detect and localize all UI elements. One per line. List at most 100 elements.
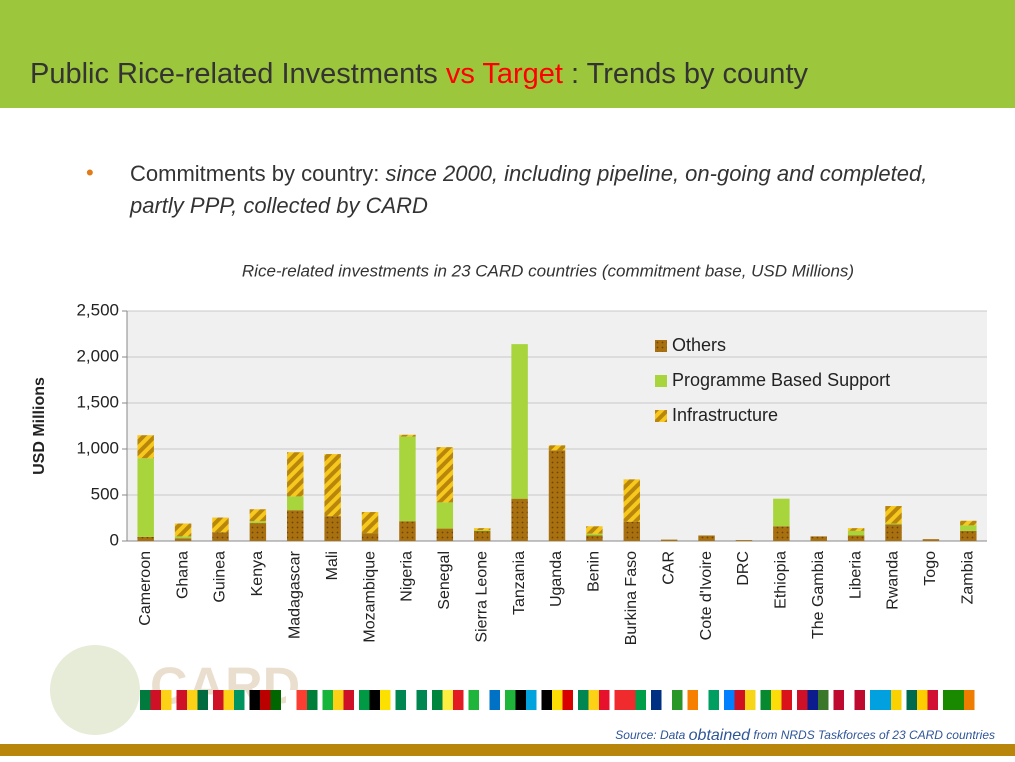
bar-segment [511, 498, 528, 541]
x-tick-label: Guinea [212, 551, 229, 603]
flag-stripe [661, 690, 672, 710]
flag-stripe [270, 690, 281, 710]
flag-stripe [880, 690, 891, 710]
bar-segment [810, 536, 827, 541]
bar-segment [436, 502, 454, 529]
bar-segment [885, 506, 902, 524]
flag-stripe [698, 690, 709, 710]
bar-segment [174, 523, 192, 537]
bar-segment [847, 530, 865, 536]
flag-stripe [176, 690, 187, 710]
bar-segment [847, 535, 865, 541]
flag-stripe [870, 690, 881, 710]
title-part: : Trends by county [562, 58, 808, 90]
y-axis-label: USD Millions [31, 377, 48, 475]
bar-segment [399, 434, 416, 437]
flag-stripe [489, 690, 500, 710]
source-part: obtained [689, 727, 751, 744]
flag-stripe [927, 690, 938, 710]
bar-segment [473, 528, 491, 530]
flag-stripe [781, 690, 792, 710]
x-tick-label: Nigeria [399, 551, 416, 602]
x-tick-label: Cameroon [137, 551, 154, 626]
flag-stripe [943, 690, 954, 710]
x-tick-label: Mozambique [361, 551, 378, 643]
flag-stripe [734, 690, 745, 710]
x-tick-label: Madagascar [286, 550, 303, 639]
bar-segment [137, 458, 154, 537]
bar-segment [324, 516, 341, 541]
title-part: vs Target [445, 58, 563, 90]
bullet-text: Commitments by country: since 2000, incl… [130, 158, 940, 222]
legend-label: Infrastructure [672, 405, 778, 425]
bar-segment [436, 528, 454, 541]
flag-stripe [635, 690, 646, 710]
flag-stripe [953, 690, 964, 710]
flag-stripe [343, 690, 354, 710]
x-tick-label: CAR [660, 551, 677, 585]
bar-segment [473, 529, 491, 531]
flag-stripe [771, 690, 782, 710]
slide-title: Public Rice-related Investments vs Targe… [30, 58, 808, 91]
flag-stripe [708, 690, 719, 710]
bar-segment [436, 447, 454, 503]
flag-stripe [286, 690, 297, 710]
x-tick-label: DRC [735, 551, 752, 586]
bar-segment [473, 530, 491, 541]
flag-stripe [359, 690, 370, 710]
bar-segment [212, 517, 229, 533]
flag-stripe [140, 690, 151, 710]
x-tick-label: Zambia [960, 551, 977, 604]
bar-segment [773, 526, 790, 541]
flag-stripe [672, 690, 683, 710]
bar-segment [249, 509, 267, 522]
bar-segment [511, 344, 528, 499]
flag-stripe [416, 690, 427, 710]
logo-circle [50, 645, 140, 735]
flag-stripe [234, 690, 245, 710]
flag-stripe [213, 690, 224, 710]
flags [140, 690, 975, 710]
flag-stripe [249, 690, 260, 710]
flag-stripe [322, 690, 333, 710]
bar-segment [399, 521, 416, 541]
flag-stripe [369, 690, 380, 710]
flag-stripe [562, 690, 573, 710]
flag-stripe [223, 690, 234, 710]
bar-segment [174, 538, 192, 541]
y-tick-label: 500 [91, 484, 119, 503]
bar-segment [960, 520, 977, 526]
flag-stripe [807, 690, 818, 710]
bar-segment [287, 452, 304, 497]
flag-stripe [479, 690, 490, 710]
flag-stripe [150, 690, 161, 710]
flag-stripe [552, 690, 563, 710]
x-tick-label: Benin [586, 551, 603, 592]
bar-segment [287, 510, 304, 541]
bar-segment [847, 528, 865, 531]
flag-stripe [406, 690, 417, 710]
flag-stripe [724, 690, 735, 710]
bar-segment [174, 536, 192, 539]
flag-stripe [687, 690, 698, 710]
title-band [0, 0, 1015, 108]
y-tick-label: 0 [110, 530, 119, 549]
bullet-dot: • [86, 160, 94, 185]
flag-stripe [187, 690, 198, 710]
legend-label: Others [672, 335, 726, 355]
flag-stripe [526, 690, 537, 710]
x-tick-label: Mali [324, 551, 341, 580]
bar-segment [698, 535, 715, 541]
flag-stripe [745, 690, 756, 710]
title-part: Public Rice-related Investments [30, 58, 446, 90]
x-tick-label: Ethiopia [773, 551, 790, 609]
legend-swatch [655, 375, 667, 387]
bar-segment [660, 539, 678, 541]
bar-segment [586, 533, 603, 536]
flag-stripe [395, 690, 406, 710]
bar-segment [249, 523, 267, 541]
x-tick-label: Liberia [847, 551, 864, 599]
legend-swatch [655, 410, 667, 422]
